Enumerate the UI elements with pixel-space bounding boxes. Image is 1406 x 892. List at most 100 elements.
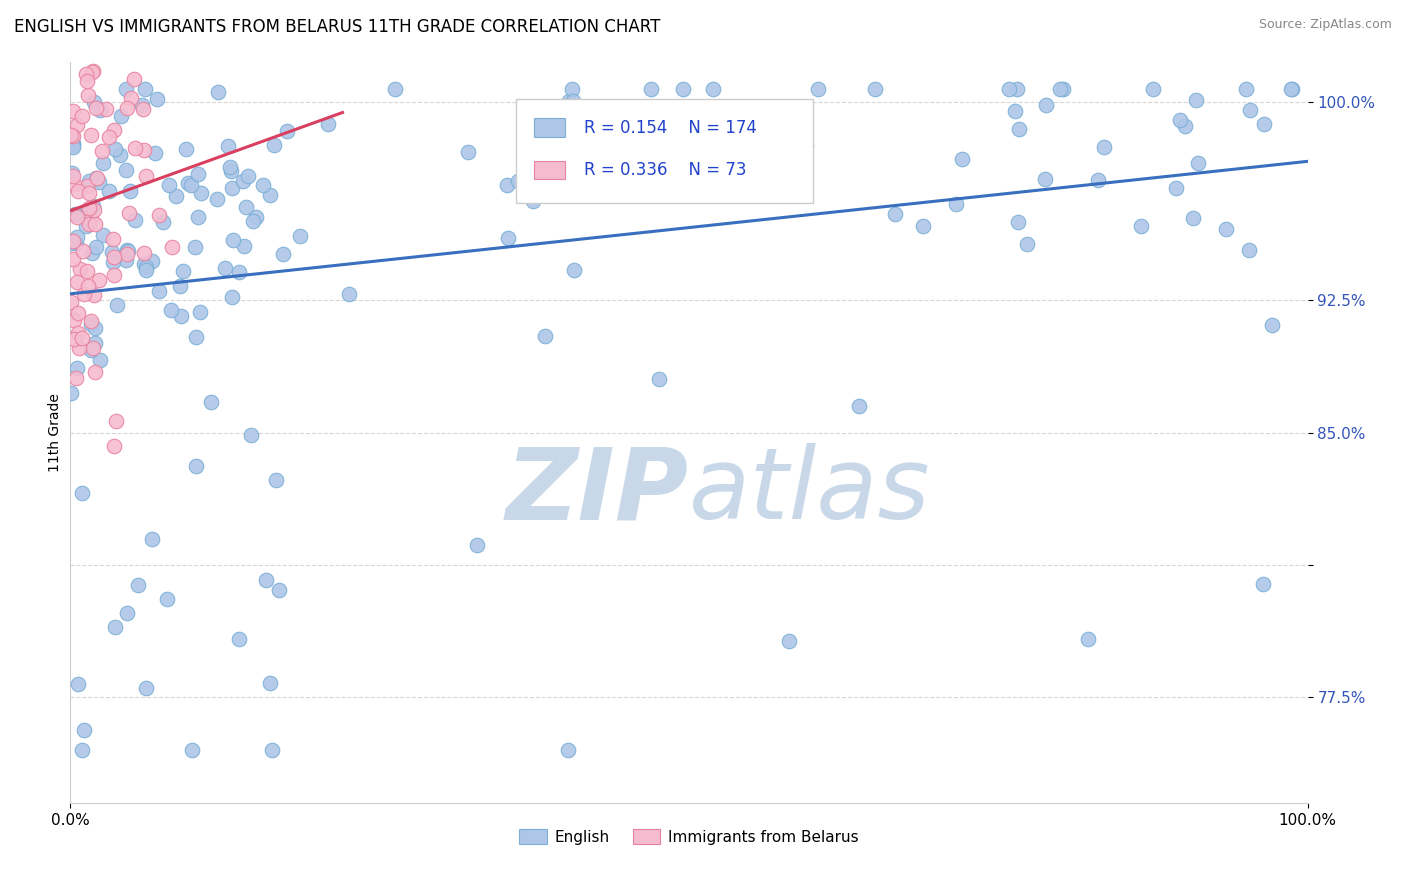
Point	[187, 167, 209, 181]
Point	[80, 64, 103, 78]
Point	[108, 148, 131, 162]
Point	[83, 288, 105, 302]
Point	[103, 122, 125, 136]
Point	[104, 620, 127, 634]
Point	[260, 743, 283, 757]
Point	[70, 331, 93, 345]
Point	[221, 290, 243, 304]
Point	[1004, 103, 1026, 118]
Point	[77, 202, 100, 216]
Point	[66, 276, 89, 290]
Point	[863, 82, 886, 96]
Legend: English, Immigrants from Belarus: English, Immigrants from Belarus	[513, 823, 865, 851]
Point	[103, 439, 125, 453]
Point	[240, 428, 263, 442]
Point	[141, 254, 163, 268]
Point	[1007, 214, 1029, 228]
Point	[184, 458, 207, 473]
Point	[76, 264, 98, 278]
Point	[496, 178, 519, 192]
Point	[79, 343, 101, 357]
Point	[82, 64, 104, 78]
Point	[103, 268, 125, 282]
Point	[1279, 82, 1302, 96]
Point	[110, 109, 132, 123]
FancyBboxPatch shape	[516, 99, 813, 203]
Point	[75, 67, 97, 81]
Point	[132, 144, 155, 158]
Point	[134, 82, 156, 96]
Point	[561, 82, 583, 96]
Point	[127, 578, 149, 592]
Point	[59, 236, 82, 251]
Point	[62, 235, 84, 249]
Point	[135, 169, 157, 184]
Point	[1187, 156, 1209, 170]
Point	[66, 229, 89, 244]
Point	[1215, 221, 1237, 235]
Point	[169, 278, 191, 293]
Point	[62, 137, 84, 152]
Point	[259, 676, 281, 690]
Point	[100, 244, 122, 259]
Point	[115, 163, 138, 178]
Point	[1092, 140, 1115, 154]
Point	[59, 295, 82, 310]
Point	[66, 211, 89, 225]
Point	[778, 633, 800, 648]
Point	[124, 141, 146, 155]
Point	[911, 219, 934, 233]
Point	[242, 214, 264, 228]
Y-axis label: 11th Grade: 11th Grade	[48, 393, 62, 472]
Point	[1035, 98, 1057, 112]
Point	[84, 171, 107, 186]
Point	[170, 309, 193, 323]
Point	[1005, 82, 1028, 96]
Point	[176, 176, 198, 190]
Point	[1253, 117, 1275, 131]
Bar	[534, 119, 565, 136]
Point	[62, 169, 84, 183]
Point	[76, 87, 98, 102]
Text: ENGLISH VS IMMIGRANTS FROM BELARUS 11TH GRADE CORRELATION CHART: ENGLISH VS IMMIGRANTS FROM BELARUS 11TH …	[14, 18, 661, 36]
Point	[118, 185, 141, 199]
Point	[101, 254, 124, 268]
Point	[236, 169, 259, 184]
Point	[1239, 103, 1261, 117]
Point	[67, 326, 90, 340]
Point	[508, 173, 530, 187]
Point	[188, 305, 211, 319]
Point	[101, 231, 124, 245]
Point	[118, 206, 141, 220]
Point	[66, 677, 89, 691]
Point	[76, 178, 98, 193]
Point	[62, 332, 84, 346]
Point	[741, 123, 763, 137]
Point	[702, 82, 724, 96]
Point	[103, 250, 125, 264]
Point	[87, 175, 110, 189]
Point	[152, 215, 174, 229]
Point	[73, 206, 96, 220]
Text: Source: ZipAtlas.com: Source: ZipAtlas.com	[1258, 18, 1392, 31]
Point	[148, 284, 170, 298]
Point	[89, 352, 111, 367]
Point	[124, 213, 146, 227]
Point	[714, 182, 737, 196]
Point	[120, 91, 142, 105]
Point	[1008, 122, 1031, 136]
Point	[217, 138, 239, 153]
Point	[564, 263, 586, 277]
Point	[77, 174, 100, 188]
Point	[221, 180, 243, 194]
Point	[82, 42, 104, 56]
Point	[83, 95, 105, 109]
Point	[232, 174, 254, 188]
Point	[222, 233, 245, 247]
Point	[219, 163, 242, 178]
Point	[276, 124, 298, 138]
Point	[83, 336, 105, 351]
Point	[77, 186, 100, 200]
Point	[115, 606, 138, 620]
Point	[606, 154, 628, 169]
